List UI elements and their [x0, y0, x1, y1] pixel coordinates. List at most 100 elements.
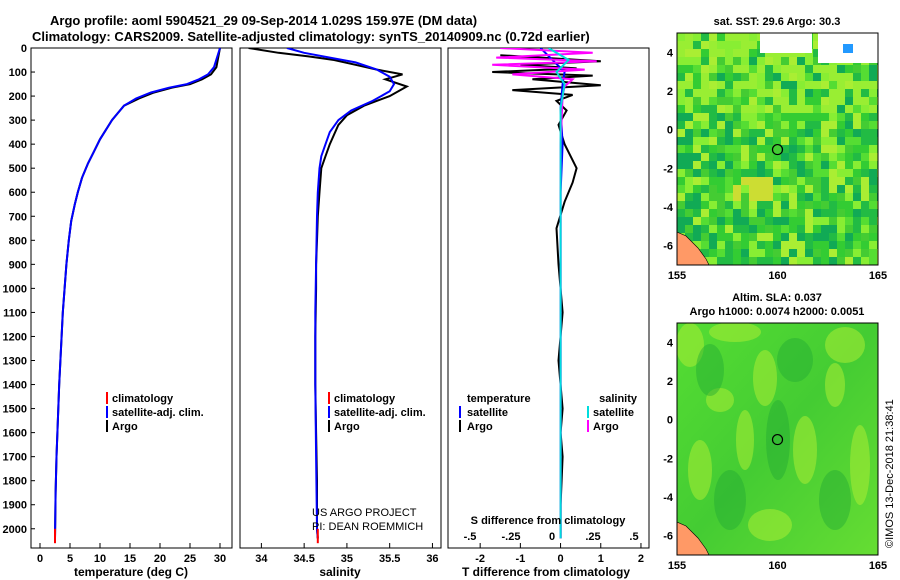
- sst-cell: [805, 105, 813, 113]
- series-argo: [248, 48, 410, 539]
- sst-cell: [861, 105, 869, 113]
- sst-cell: [757, 169, 765, 177]
- sst-cell: [805, 81, 813, 89]
- sst-cell: [821, 161, 829, 169]
- sst-cell: [813, 169, 821, 177]
- sla-lat-ticks: 4 2 0 -2 -4 -6: [663, 337, 674, 542]
- sst-cell: [773, 129, 781, 137]
- sst-cell: [813, 233, 821, 241]
- sst-cell: [829, 177, 837, 185]
- sst-cell: [757, 105, 765, 113]
- sst-cell: [701, 201, 709, 209]
- lon-tick: 160: [768, 560, 786, 572]
- sst-cell: [725, 121, 733, 129]
- sst-cell: [829, 129, 837, 137]
- sst-cell: [829, 249, 837, 257]
- sst-cell: [741, 249, 749, 257]
- sst-cell: [725, 169, 733, 177]
- sst-cell: [853, 193, 861, 201]
- sst-cell: [757, 65, 765, 73]
- sst-cell: [829, 169, 837, 177]
- sst-cell: [797, 153, 805, 161]
- sst-cell: [829, 161, 837, 169]
- sst-cell: [789, 249, 797, 257]
- sst-cell: [861, 257, 869, 265]
- sst-cell: [813, 209, 821, 217]
- sst-cell: [741, 57, 749, 65]
- sst-cell: [869, 81, 877, 89]
- sst-cell: [757, 185, 765, 193]
- lat-tick: 4: [667, 47, 674, 59]
- sst-cell: [765, 161, 773, 169]
- sst-cell: [701, 169, 709, 177]
- sst-cell: [701, 217, 709, 225]
- sst-cell: [709, 185, 717, 193]
- sst-cell: [821, 105, 829, 113]
- sst-cell: [805, 201, 813, 209]
- sst-cell: [805, 233, 813, 241]
- sst-cell: [869, 241, 877, 249]
- sst-cell: [709, 89, 717, 97]
- sst-cell: [829, 209, 837, 217]
- sst-cell: [677, 137, 685, 145]
- sst-cell: [685, 49, 693, 57]
- sst-cell: [741, 129, 749, 137]
- sst-cell: [797, 145, 805, 153]
- sst-cell: [741, 137, 749, 145]
- sst-cell: [765, 121, 773, 129]
- sst-cell: [701, 65, 709, 73]
- sla-blob: [696, 344, 724, 396]
- sst-cell: [845, 169, 853, 177]
- sst-cell: [781, 113, 789, 121]
- y-tick-label: 1000: [3, 283, 27, 295]
- sst-cell: [741, 169, 749, 177]
- sst-cell: [709, 137, 717, 145]
- difference-legend-temperature: temperature satellite Argo: [459, 393, 531, 433]
- sst-cell: [717, 241, 725, 249]
- sst-cell: [757, 73, 765, 81]
- sst-cell: [717, 145, 725, 153]
- y-tick-label: 300: [9, 115, 27, 127]
- sst-cell: [701, 137, 709, 145]
- sst-cell: [701, 161, 709, 169]
- sst-cell: [797, 65, 805, 73]
- sst-cell: [765, 241, 773, 249]
- salinity-legend: climatology satellite-adj. clim. Argo: [328, 392, 426, 433]
- sst-cell: [813, 201, 821, 209]
- lat-tick: 0: [667, 415, 673, 427]
- sst-cell: [797, 105, 805, 113]
- lat-tick: 0: [667, 125, 673, 137]
- sst-cell: [781, 137, 789, 145]
- sst-cell: [781, 249, 789, 257]
- sst-cell: [749, 113, 757, 121]
- sst-cell: [845, 225, 853, 233]
- sst-cell: [805, 225, 813, 233]
- sst-cell: [869, 233, 877, 241]
- sst-cell: [677, 201, 685, 209]
- sst-cell: [749, 169, 757, 177]
- pressure-axis-ticks: 0 100 200 300 400 500 600 700 800 900 1000 1100 1200…: [3, 43, 35, 536]
- sst-cell: [733, 49, 741, 57]
- sst-cell: [813, 225, 821, 233]
- y-tick-label: 500: [9, 163, 27, 175]
- sla-blob: [753, 350, 777, 406]
- sst-cell: [685, 209, 693, 217]
- sst-cell: [677, 153, 685, 161]
- sst-cell: [821, 241, 829, 249]
- sst-cell: [781, 257, 789, 265]
- sst-cell: [813, 241, 821, 249]
- sst-cell: [685, 41, 693, 49]
- sla-high-anomalies: [677, 323, 870, 541]
- sst-cell: [805, 209, 813, 217]
- sst-cell: [733, 41, 741, 49]
- sst-cell: [741, 33, 749, 41]
- sst-cell: [733, 209, 741, 217]
- x-tick-label: 34: [255, 553, 268, 565]
- x-tick-label: 20: [154, 553, 166, 565]
- x-tick-label: 5: [67, 553, 73, 565]
- sst-cell: [861, 121, 869, 129]
- sst-cell: [725, 225, 733, 233]
- sst-cell: [765, 97, 773, 105]
- sst-cell: [749, 121, 757, 129]
- sst-cell: [701, 249, 709, 257]
